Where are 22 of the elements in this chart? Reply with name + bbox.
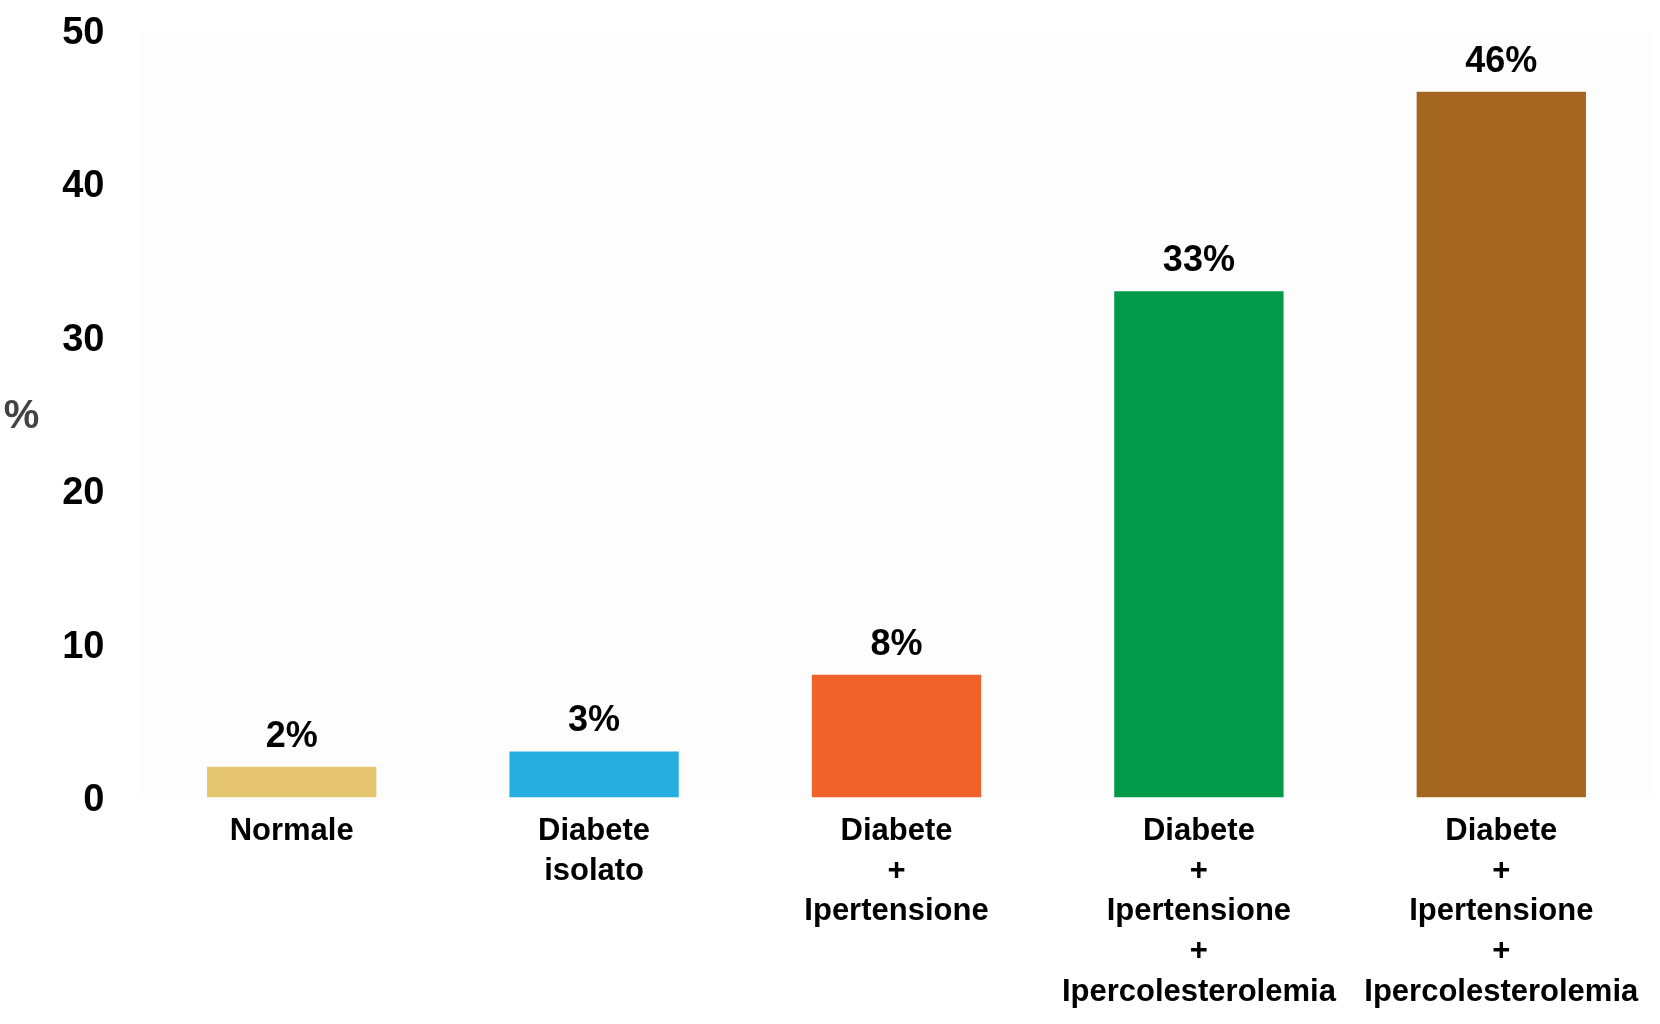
y-tick-label: 50 bbox=[62, 10, 105, 52]
x-tick-label: Diabete + Ipertensione + Ipercolesterolemia bbox=[1364, 811, 1640, 1008]
data-label: 2% bbox=[265, 713, 318, 755]
bar bbox=[1114, 291, 1284, 798]
x-tick-label: Normale bbox=[229, 811, 354, 847]
data-label: 46% bbox=[1465, 38, 1538, 80]
y-tick-label: 10 bbox=[62, 623, 105, 666]
data-label: 3% bbox=[568, 698, 621, 740]
y-tick-label: 20 bbox=[62, 470, 105, 513]
bar bbox=[509, 751, 679, 798]
x-tick-label: Diabete + Ipertensione bbox=[804, 811, 989, 927]
data-label: 8% bbox=[870, 621, 923, 663]
y-tick-label: 0 bbox=[83, 777, 105, 819]
y-tick-label: 40 bbox=[62, 163, 105, 206]
bar bbox=[207, 766, 377, 798]
data-label: 33% bbox=[1162, 238, 1235, 280]
bar bbox=[811, 674, 982, 798]
x-tick-label: Diabete + Ipertensione + Ipercolesterolemia bbox=[1061, 811, 1337, 1008]
y-tick-label: 30 bbox=[62, 316, 105, 359]
bar bbox=[1416, 91, 1586, 798]
x-tick-label: Diabete isolato bbox=[538, 811, 651, 887]
y-axis-title: % bbox=[3, 392, 40, 436]
